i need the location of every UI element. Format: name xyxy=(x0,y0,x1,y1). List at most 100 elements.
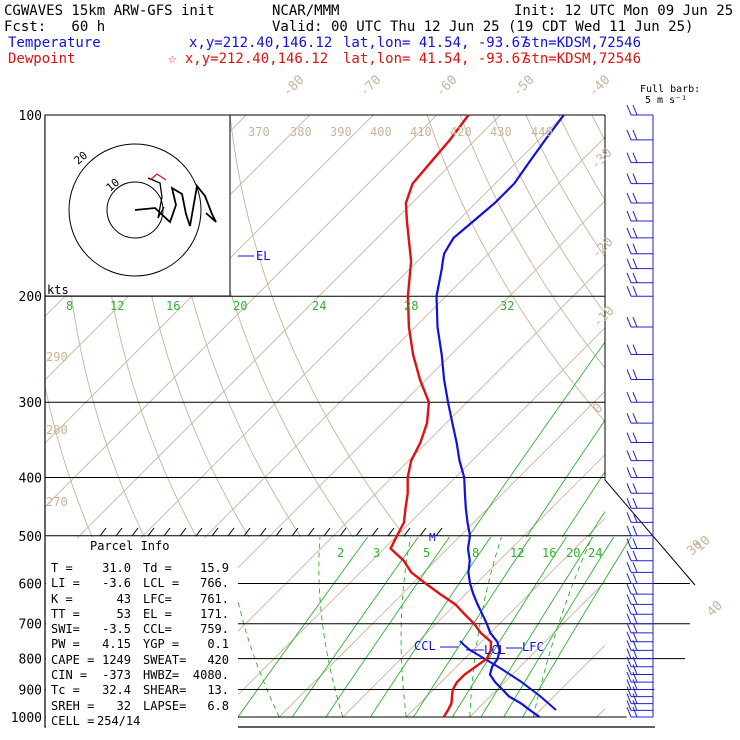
wind-barb-flag xyxy=(626,693,632,704)
parcel-info-cell: 31.0 xyxy=(102,561,131,575)
parcel-info-cell: K = xyxy=(51,591,73,606)
parcel-info-cell: HWBZ= xyxy=(143,668,180,683)
hodograph-trace xyxy=(147,177,165,219)
theta-label: 390 xyxy=(330,125,352,139)
wind-barb-flag xyxy=(632,369,638,380)
mixing-ratio-label: 12 xyxy=(510,546,524,560)
wind-barb-flag xyxy=(632,467,638,478)
hodograph-marker xyxy=(149,173,167,181)
mixing-ratio-label: 24 xyxy=(588,546,602,560)
theta-label: 440 xyxy=(531,125,553,139)
parcel-info-cell: 420 xyxy=(207,652,229,667)
theta-label: 380 xyxy=(290,125,312,139)
dewpoint-station: stn=KDSM,72546 xyxy=(523,51,642,67)
wind-barb-flag xyxy=(626,392,632,403)
wind-barb-flag xyxy=(626,550,632,561)
mixing-ratio-line xyxy=(588,510,605,537)
mixing-ratio-line xyxy=(535,296,740,717)
moist-adiabat-line xyxy=(532,537,593,718)
parcel-info-cell: 766. xyxy=(200,576,229,591)
parcel-info-cell: Tc = xyxy=(51,683,80,698)
dry-adiabat-line xyxy=(591,115,605,141)
wind-barb-flag xyxy=(632,450,638,461)
isotherm-line xyxy=(405,517,605,718)
mixed-layer-marker: M xyxy=(429,531,436,544)
parcel-info-row: K = 43 LFC= 761. xyxy=(51,592,236,607)
dewpoint-latlon: lat,lon= 41.54, -93.67 xyxy=(343,51,529,67)
forecast-hour: Fcst: 60 h xyxy=(4,19,106,35)
wind-barb-flag xyxy=(626,369,632,380)
hodograph-ring xyxy=(68,143,202,277)
dry-adiabat-line xyxy=(459,115,605,369)
init-time: Init: 12 UTC Mon 09 Jun 25 xyxy=(514,3,734,19)
wind-barb-flag xyxy=(632,631,638,642)
mixing-ratio-label: 24 xyxy=(312,299,326,313)
wind-barb-flag xyxy=(626,604,632,615)
parcel-info-cell: -3.5 xyxy=(102,622,131,637)
wind-barb-flag xyxy=(626,640,632,651)
hatch-mark xyxy=(371,527,379,537)
wind-barb-flag xyxy=(626,316,632,328)
wind-barb-flag xyxy=(626,243,632,254)
barb-legend-title: Full barb: xyxy=(640,84,701,95)
wind-barb-flag xyxy=(632,671,638,683)
wind-barb-flag xyxy=(632,152,638,163)
el-label: EL xyxy=(256,249,270,263)
lfc-label: LFC xyxy=(522,640,544,654)
parcel-info-row: T = 31.0 Td = 15.9 xyxy=(51,561,236,576)
isotherm-label: 40 xyxy=(704,598,726,620)
parcel-info-row: LI = -3.6 LCL = 766. xyxy=(51,576,236,591)
mixing-ratio-label: 28 xyxy=(404,299,418,313)
theta-left-group xyxy=(45,115,406,537)
mixing-ratio-label: 8 xyxy=(472,546,479,560)
mixing-ratio-label: 12 xyxy=(110,299,124,313)
isotherm-label: -60 xyxy=(433,73,460,100)
mixing-ratio-line xyxy=(480,537,594,718)
wind-barb-flag xyxy=(626,412,632,424)
parcel-info-cell: Td = xyxy=(143,561,172,575)
mixing-ratio-line xyxy=(452,537,567,718)
isotherm-label: -50 xyxy=(510,73,537,100)
mixing-ratio-line xyxy=(237,537,369,718)
wind-barb-flag xyxy=(632,538,638,549)
wind-barb-flag xyxy=(632,686,638,697)
wind-barb-flag xyxy=(626,664,632,675)
temperature-profile xyxy=(435,114,565,718)
mixing-ratio-label: 20 xyxy=(566,546,580,560)
hatch-mark xyxy=(195,527,203,537)
parcel-info-cell: 32.4 xyxy=(102,683,131,698)
pressure-label: 1000 xyxy=(11,711,42,726)
parcel-info-cell: 43 xyxy=(116,591,131,606)
wind-barb-flag xyxy=(626,450,632,461)
isotherm-label: -70 xyxy=(357,73,384,100)
wind-barb-flag xyxy=(626,679,632,690)
isotherm-line xyxy=(278,390,605,718)
parcel-info-cell: 254/14 xyxy=(97,713,141,728)
wind-barb-flag xyxy=(626,432,632,443)
wind-barb-flag xyxy=(632,525,638,536)
wind-barb-flag xyxy=(626,525,632,536)
hatch-mark xyxy=(275,527,283,537)
hatch-mark xyxy=(307,527,315,537)
pressure-label: 700 xyxy=(19,618,42,633)
barb-legend-unit: 5 m s⁻¹ xyxy=(645,95,688,106)
isotherm-label: -40 xyxy=(586,73,613,100)
wind-barb-flag xyxy=(626,173,632,184)
dewpoint-legend-label: Dewpoint xyxy=(8,51,76,67)
dry-adiabat-line xyxy=(492,115,605,314)
wind-barb-flag xyxy=(626,538,632,549)
wind-barb-flag xyxy=(626,467,632,478)
wind-barb-flag xyxy=(626,512,632,523)
wind-barb-flag xyxy=(632,706,638,718)
wind-barb-flag xyxy=(626,613,632,624)
parcel-info-cell: PW = xyxy=(51,637,80,652)
theta-label: 410 xyxy=(410,125,432,139)
wind-barb-flag xyxy=(632,622,638,634)
organization-label: NCAR/MMM xyxy=(272,3,340,19)
wind-barb-flag xyxy=(626,227,632,239)
wind-barb-flag xyxy=(632,344,638,355)
parcel-info-cell: 4080. xyxy=(192,668,229,683)
mixing-ratio-line xyxy=(291,537,419,718)
parcel-info-cell: LFC= xyxy=(143,591,172,606)
